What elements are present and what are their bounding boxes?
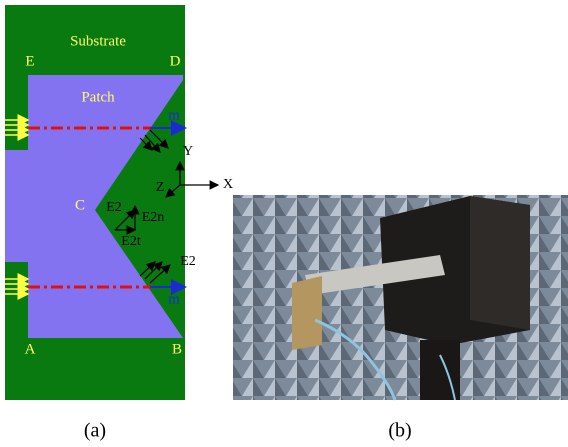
patch-label: Patch <box>81 89 115 105</box>
figure: Substrate Patch E D A B C m m E2 E2n E2t <box>0 0 568 447</box>
field-label: E2 <box>106 200 122 215</box>
field-label: E2 <box>180 254 196 269</box>
photo <box>233 195 568 400</box>
corner-label: D <box>170 53 181 69</box>
m-label: m <box>168 107 180 123</box>
axis-label: Z <box>156 180 165 195</box>
corner-label: A <box>25 341 36 357</box>
axis-label: Y <box>183 144 193 159</box>
corner-label: B <box>172 341 182 357</box>
field-label: E2n <box>142 210 165 225</box>
panel-a: Substrate Patch E D A B C m m E2 E2n E2t <box>5 5 233 400</box>
field-label: E2t <box>121 234 141 249</box>
corner-label: C <box>75 197 85 213</box>
caption: (a) <box>84 420 106 442</box>
axis-label: X <box>223 177 233 192</box>
substrate-label: Substrate <box>70 33 126 49</box>
corner-label: E <box>25 53 34 69</box>
m-label: m <box>168 291 180 307</box>
caption: (b) <box>388 420 411 442</box>
